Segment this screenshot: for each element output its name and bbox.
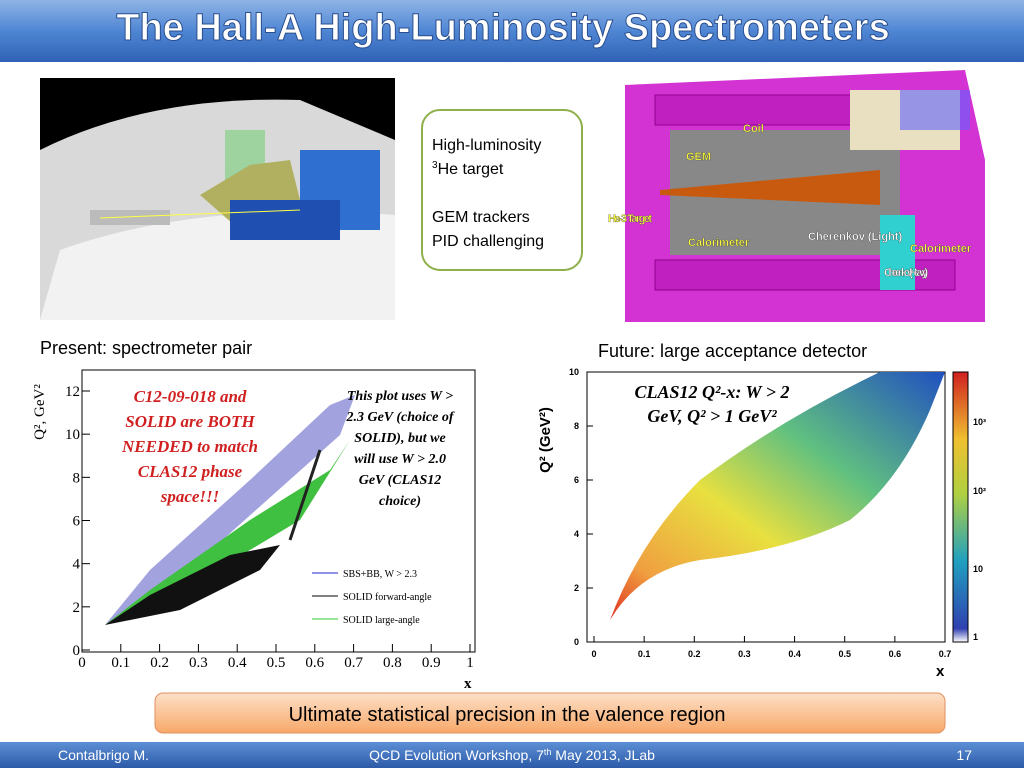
region-sbs — [105, 395, 355, 625]
heatmap — [610, 372, 945, 620]
plot-left — [81, 369, 476, 653]
page-number: 17 — [956, 747, 972, 763]
y-tick-label: 8 — [574, 421, 579, 431]
x-tick-label: 0.3 — [189, 655, 208, 671]
plot-title: CLAS12 Q²-x: W > 2 — [634, 382, 789, 402]
detector-label: Cherenkov (Light) — [808, 231, 902, 243]
x-tick-label: 0.5 — [267, 655, 286, 671]
sup: 3 — [432, 160, 438, 171]
detector-label: Coil — [743, 123, 764, 135]
info-text: PID challenging — [432, 233, 544, 250]
y-tick-label: 10 — [65, 427, 80, 443]
colorbar — [952, 371, 969, 643]
colorbar-label: 10³ — [973, 417, 986, 427]
x-tick-label: 0.9 — [422, 655, 441, 671]
detector-label: He-3 Target — [608, 213, 652, 225]
x-tick-label: 1 — [466, 655, 474, 671]
annotation: SOLID), but we — [354, 431, 445, 446]
info-text: GEM trackers — [432, 209, 530, 226]
colorbar-label: 1 — [973, 632, 978, 642]
y-tick-label: 8 — [73, 470, 81, 486]
slide-title: The Hall-A High-Luminosity Spectrometers — [116, 7, 889, 49]
info-box — [421, 109, 583, 271]
y-tick-label: 4 — [73, 557, 81, 573]
y-tick-label: 6 — [574, 475, 579, 485]
colorbar-label: 10² — [973, 486, 986, 496]
legend-label: SOLID large-angle — [343, 615, 420, 626]
x-tick-label: 0.3 — [738, 649, 751, 659]
detector-label: Cherenkov (Heavy) — [884, 267, 929, 279]
detector-label: GEM — [686, 151, 711, 163]
x-tick-label: 0.4 — [788, 649, 801, 659]
footer-bar — [0, 742, 1024, 768]
annotation: GeV (CLAS12 — [359, 473, 442, 488]
plot-right — [586, 371, 969, 643]
y-tick-label: 2 — [574, 583, 579, 593]
axis-label: x — [936, 663, 945, 680]
annotation: This plot uses W > — [347, 389, 453, 404]
annotation: C12-09-018 and — [134, 387, 247, 406]
sup: th — [544, 747, 552, 757]
axis-label: Q² (GeV²) — [537, 407, 554, 473]
detector-label: Calorimeter — [910, 243, 972, 255]
x-tick-label: 0.7 — [344, 655, 363, 671]
axis-label: x — [464, 676, 472, 692]
x-tick-label: 0 — [591, 649, 596, 659]
y-tick-label: 0 — [574, 637, 579, 647]
footer-event: QCD Evolution Workshop, 7th May 2013, JL… — [369, 747, 655, 763]
footer-text: QCD Evolution Workshop, 7 — [369, 747, 544, 763]
x-tick-label: 0.7 — [939, 649, 952, 659]
info-text: He target — [438, 161, 504, 178]
banner-text: Ultimate statistical precision in the va… — [289, 704, 726, 726]
x-tick-label: 0.5 — [838, 649, 851, 659]
x-tick-label: 0.6 — [305, 655, 324, 671]
y-tick-label: 12 — [65, 384, 80, 400]
region-large — [105, 545, 280, 625]
axis-label: Q², GeV² — [32, 384, 48, 440]
y-tick-label: 6 — [73, 514, 81, 530]
y-tick-label: 2 — [73, 600, 81, 616]
x-tick-label: 0.2 — [688, 649, 701, 659]
region-forward — [105, 440, 350, 625]
caption: Future: large acceptance detector — [598, 341, 867, 361]
annotation: space!!! — [160, 487, 220, 506]
title-bar — [0, 0, 1024, 62]
annotation: choice) — [379, 494, 421, 509]
x-tick-label: 0.1 — [638, 649, 651, 659]
spectrometer-image — [40, 78, 395, 320]
detector-image — [608, 68, 986, 323]
x-tick-label: 0 — [78, 655, 86, 671]
annotation: 2.3 GeV (choice of — [345, 410, 454, 425]
x-tick-label: 0.2 — [150, 655, 169, 671]
x-tick-label: 0.6 — [889, 649, 902, 659]
banner — [154, 692, 946, 734]
x-tick-label: 0.4 — [228, 655, 247, 671]
footer-text: May 2013, JLab — [551, 747, 655, 763]
annotation: SOLID are BOTH — [125, 412, 255, 431]
detector-label: Calorimeter — [688, 237, 750, 249]
legend-label: SOLID forward-angle — [343, 592, 432, 603]
caption: Present: spectrometer pair — [40, 338, 252, 358]
plot-title: GeV, Q² > 1 GeV² — [647, 406, 777, 426]
annotation: CLAS12 phase — [138, 462, 243, 481]
colorbar-label: 10 — [973, 564, 983, 574]
info-text: High-luminosity — [432, 137, 541, 154]
annotation: NEEDED to match — [121, 437, 258, 456]
legend-label: SBS+BB, W > 2.3 — [343, 569, 417, 580]
y-tick-label: 10 — [569, 367, 579, 377]
x-tick-label: 0.1 — [111, 655, 130, 671]
arrow — [288, 449, 322, 541]
info-text: 3He target — [432, 160, 504, 178]
annotation: will use W > 2.0 — [354, 452, 446, 467]
footer-author: Contalbrigo M. — [58, 747, 149, 763]
x-tick-label: 0.8 — [383, 655, 402, 671]
y-tick-label: 4 — [574, 529, 579, 539]
y-tick-label: 0 — [73, 643, 81, 659]
